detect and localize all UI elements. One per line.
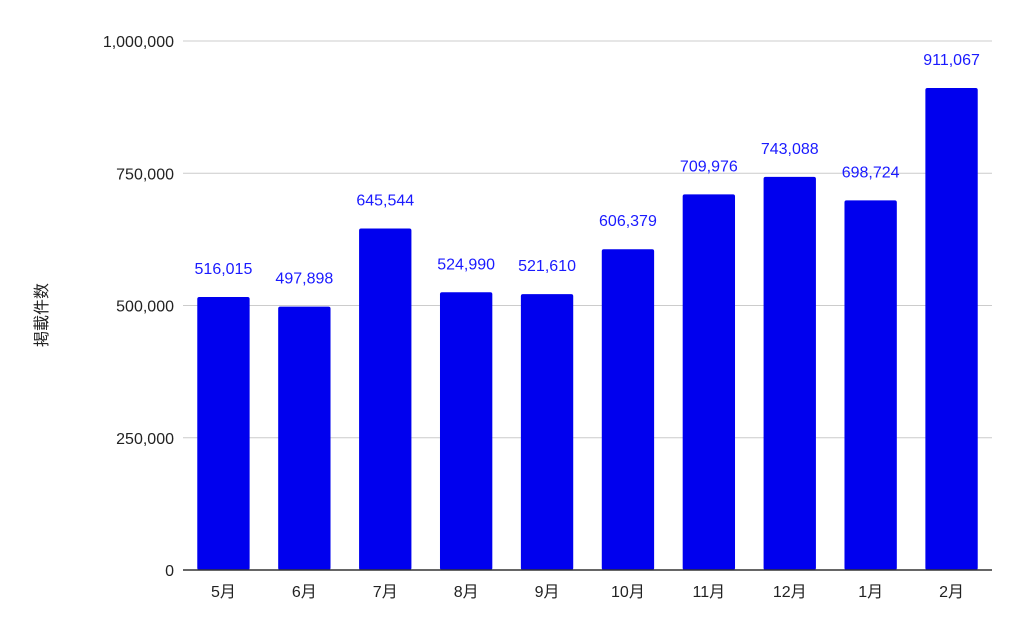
y-axis-tick-labels: 0 250,000 500,000 750,000 1,000,000	[103, 34, 174, 580]
bar	[359, 228, 412, 571]
bar-value-label: 516,015	[195, 261, 253, 278]
bar	[520, 294, 574, 570]
x-tick-label: 11月	[693, 584, 726, 601]
bar	[601, 249, 655, 570]
data-labels: 516,015 497,898 645,544 524,990 521,610 606,3…	[195, 52, 980, 288]
bar-value-label: 698,724	[842, 164, 900, 181]
bar	[439, 292, 493, 570]
bar	[925, 88, 978, 570]
bar-value-label: 521,610	[518, 258, 576, 275]
x-tick-label: 6月	[292, 584, 317, 601]
bar-value-label: 497,898	[275, 271, 333, 288]
x-tick-label: 10月	[611, 584, 645, 601]
bar	[197, 297, 250, 570]
y-tick-label: 750,000	[116, 166, 174, 183]
x-tick-label: 12月	[773, 584, 807, 601]
bar-value-label: 606,379	[599, 213, 657, 230]
bar-value-label: 645,544	[356, 193, 414, 210]
x-tick-label: 8月	[454, 584, 479, 601]
x-tick-label: 2月	[939, 584, 964, 601]
y-tick-label: 1,000,000	[103, 34, 174, 51]
bar-value-label: 709,976	[680, 158, 738, 175]
y-tick-label: 0	[165, 563, 174, 580]
y-tick-label: 250,000	[116, 431, 174, 448]
x-tick-label: 9月	[535, 584, 560, 601]
x-tick-label: 7月	[373, 584, 398, 601]
bar-value-label: 524,990	[437, 256, 495, 273]
bar	[763, 176, 816, 571]
y-tick-label: 500,000	[116, 299, 174, 316]
bar	[844, 200, 897, 570]
y-axis-title: 掲載件数	[33, 283, 51, 347]
bar-value-label: 743,088	[761, 141, 819, 158]
bars	[197, 88, 978, 571]
x-tick-label: 5月	[211, 584, 236, 601]
bar-value-label: 911,067	[923, 52, 980, 69]
x-axis-tick-labels: 5月 6月 7月 8月 9月 10月 11月 12月 1月 2月	[211, 584, 964, 601]
bar	[682, 194, 736, 570]
bar	[278, 306, 331, 570]
x-tick-label: 1月	[858, 584, 883, 601]
